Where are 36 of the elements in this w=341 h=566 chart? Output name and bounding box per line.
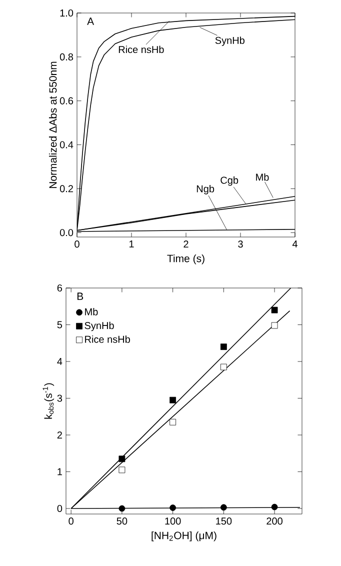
- y-tick-label: 0.2: [60, 185, 73, 192]
- y-tick-label: 1.0: [60, 9, 74, 17]
- y-tick-label: 4: [57, 358, 62, 365]
- legend-label: Rice nsHb: [85, 336, 130, 343]
- y-tick-label: 0.4: [60, 141, 74, 148]
- x-tick-label: 1: [129, 240, 134, 248]
- annotation: B: [77, 292, 84, 300]
- y-tick-label: 3: [57, 394, 62, 402]
- y-axis-title: k$_{obs}$(s$^{-1}$): [42, 383, 54, 419]
- y-tick-label: 5: [57, 321, 62, 328]
- x-tick-label: 50: [116, 518, 128, 525]
- x-tick-label: 3: [238, 240, 243, 248]
- annotation: Rice nsHb: [118, 46, 164, 54]
- x-tick-label: 2: [184, 240, 188, 248]
- legend-label: SynHb: [84, 322, 114, 332]
- y-tick-label: 2: [57, 432, 62, 438]
- x-tick-label: 4: [292, 240, 298, 248]
- x-axis-title: [NH$_{2}$OH] (μM): [152, 531, 216, 542]
- x-tick-label: 150: [216, 518, 232, 525]
- x-tick-label: 0: [74, 240, 80, 248]
- annotation: Cgb: [220, 176, 238, 186]
- y-tick-label: 0: [57, 504, 62, 512]
- annotation: A: [87, 18, 94, 25]
- y-tick-label: 0.8: [60, 53, 74, 60]
- annotation: SynHb: [215, 36, 244, 46]
- y-tick-label: 0.0: [60, 229, 74, 236]
- y-tick-label: 6: [57, 284, 62, 292]
- legend-label: Mb: [85, 308, 98, 316]
- x-tick-label: 200: [266, 518, 282, 525]
- x-axis-title: Time (s): [167, 254, 204, 264]
- y-tick-label: 1: [58, 468, 62, 476]
- annotation: Mb: [256, 173, 269, 181]
- y-tick-label: 0.6: [60, 97, 74, 104]
- x-tick-label: 100: [165, 518, 181, 525]
- y-axis-title: Normalized ΔAbs at 550nm: [48, 62, 57, 188]
- annotation: Ngb: [196, 185, 214, 194]
